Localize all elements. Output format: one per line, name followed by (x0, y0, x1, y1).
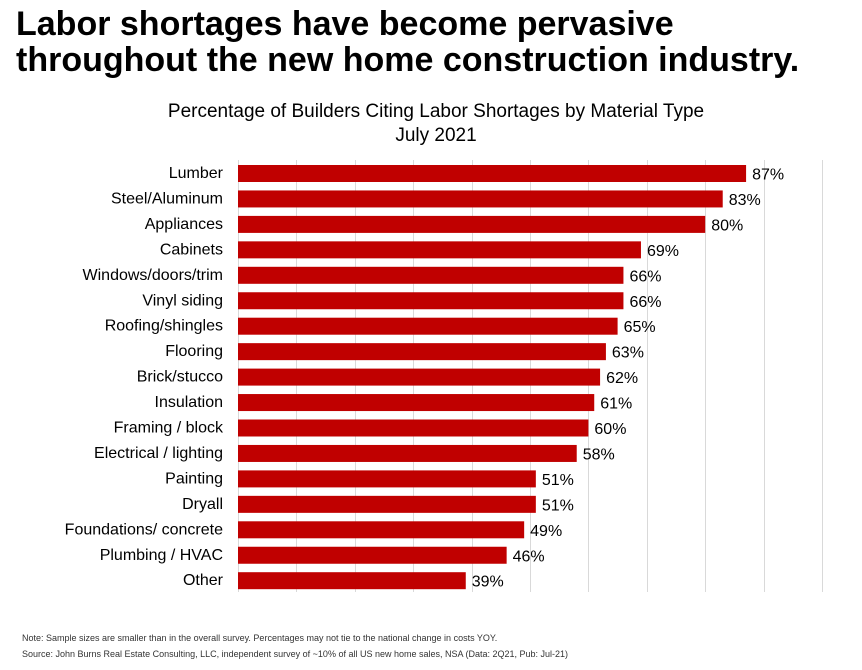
category-label: Roofing/shingles (105, 318, 223, 335)
footnote-note: Note: Sample sizes are smaller than in t… (22, 633, 498, 643)
bar (238, 343, 606, 361)
category-label: Foundations/ concrete (65, 521, 223, 538)
bar (238, 419, 589, 437)
bar (238, 266, 624, 284)
category-label: Other (183, 572, 224, 589)
headline: Labor shortages have become pervasive th… (16, 6, 856, 78)
bar (238, 165, 747, 182)
bar (238, 572, 466, 590)
value-labels: 87% 83% 80% 69% 66% 66% 65% 63% 62% 61% 60% 58% 51% 5… (472, 167, 784, 591)
headline-line-1: Labor shortages have become pervasive (16, 5, 674, 43)
bar (238, 215, 706, 233)
category-label: Brick/stucco (137, 369, 223, 386)
category-labels: Lumber Steel/Aluminum Appliances Cabinets Wi… (65, 165, 224, 589)
bar (238, 495, 536, 513)
category-label: Steel/Aluminum (111, 190, 223, 207)
category-label: Insulation (155, 394, 224, 411)
category-label: Dryall (182, 496, 223, 513)
bar (238, 190, 723, 208)
value-label: 46% (513, 548, 545, 565)
bar (238, 241, 641, 259)
chart-title: Percentage of Builders Citing Labor Shor… (167, 101, 705, 122)
bar (238, 394, 595, 412)
bar (238, 521, 525, 539)
bar (238, 444, 577, 462)
value-label: 69% (647, 243, 679, 260)
value-label: 49% (530, 523, 562, 540)
bar (238, 546, 507, 564)
value-label: 58% (583, 446, 615, 463)
category-label: Appliances (145, 216, 223, 233)
bar (238, 317, 618, 335)
category-label: Flooring (165, 343, 223, 360)
category-label: Framing / block (114, 420, 224, 437)
category-label: Painting (165, 470, 223, 487)
category-label: Plumbing / HVAC (100, 547, 223, 564)
headline-line-2: throughout the new home construction ind… (16, 41, 800, 79)
bars (238, 165, 747, 590)
bar (238, 470, 536, 488)
category-label: Lumber (169, 165, 224, 182)
category-label: Cabinets (160, 241, 223, 258)
category-label: Vinyl siding (142, 292, 223, 309)
value-label: 65% (624, 319, 656, 336)
value-label: 66% (629, 294, 661, 311)
footnotes: Note: Sample sizes are smaller than in t… (22, 630, 852, 662)
value-label: 39% (472, 574, 504, 591)
value-label: 63% (612, 345, 644, 362)
value-label: 80% (711, 217, 743, 234)
category-label: Windows/doors/trim (83, 267, 223, 284)
value-label: 83% (729, 192, 761, 209)
value-label: 61% (600, 396, 632, 413)
value-label: 87% (752, 167, 784, 184)
bar (238, 368, 601, 386)
value-label: 66% (629, 268, 661, 285)
value-label: 51% (542, 472, 574, 489)
value-label: 62% (606, 370, 638, 387)
bar (238, 292, 624, 310)
category-label: Electrical / lighting (94, 445, 223, 462)
chart-title-block: Percentage of Builders Citing Labor Shor… (0, 100, 862, 148)
chart-subtitle: July 2021 (395, 125, 477, 146)
value-label: 51% (542, 497, 574, 514)
footnote-source: Source: John Burns Real Estate Consultin… (22, 649, 569, 659)
value-label: 60% (594, 421, 626, 438)
